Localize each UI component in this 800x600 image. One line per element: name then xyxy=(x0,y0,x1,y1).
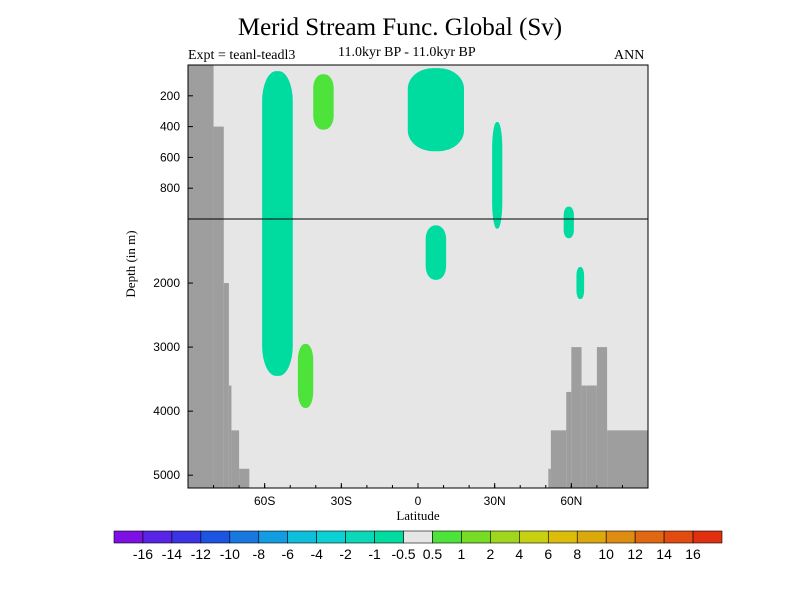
colorbar-swatch xyxy=(200,530,231,544)
land-antarctic xyxy=(239,468,250,488)
land-antarctic xyxy=(213,126,224,488)
colorbar-swatch xyxy=(576,530,607,544)
y-tick-label: 4000 xyxy=(153,404,180,418)
colorbar-swatch xyxy=(432,530,462,544)
anomaly-region xyxy=(425,225,447,280)
colorbar-label: 14 xyxy=(656,546,672,562)
colorbar-label: -10 xyxy=(220,546,240,562)
colorbar-label: -14 xyxy=(162,546,182,562)
anomaly-region xyxy=(492,121,503,229)
colorbar-swatch xyxy=(171,530,202,544)
colorbar-swatch xyxy=(345,530,375,544)
colorbar-swatch xyxy=(490,530,520,544)
colorbar-swatch xyxy=(287,530,317,544)
colorbar-label: 4 xyxy=(515,546,523,562)
x-tick-label: 30S xyxy=(331,494,352,508)
period-label: 11.0kyr BP - 11.0kyr BP xyxy=(338,45,476,60)
colorbar-swatch xyxy=(258,530,289,544)
colorbar-label: 0.5 xyxy=(423,546,443,562)
x-tick-label: 60N xyxy=(560,494,582,508)
y-tick-label: 400 xyxy=(160,120,180,134)
land-antarctic xyxy=(228,385,232,488)
x-tick-label: 60S xyxy=(254,494,275,508)
colorbar-swatch xyxy=(113,530,144,544)
colorbar-swatch xyxy=(229,530,260,544)
colorbar-label: -2 xyxy=(339,546,352,562)
anomaly-region xyxy=(563,206,574,239)
anomaly-region xyxy=(313,74,334,130)
land-arctic xyxy=(607,430,648,488)
chart-title: Merid Stream Func. Global (Sv) xyxy=(237,14,563,41)
colorbar-label: 2 xyxy=(486,546,494,562)
colorbar-label: -0.5 xyxy=(391,546,415,562)
colorbar-label: -4 xyxy=(310,546,323,562)
colorbar-label: -16 xyxy=(133,546,153,562)
x-axis-label: Latitude xyxy=(396,508,440,523)
colorbar-label: 16 xyxy=(685,546,701,562)
land-arctic xyxy=(571,347,582,488)
x-tick-label: 30N xyxy=(484,494,506,508)
anomaly-region xyxy=(297,343,314,408)
colorbar-label: -12 xyxy=(191,546,211,562)
colorbar-swatch xyxy=(374,530,404,544)
y-tick-label: 5000 xyxy=(153,468,180,482)
anomaly-region xyxy=(262,71,293,376)
colorbar-swatch xyxy=(634,530,665,544)
land-antarctic xyxy=(223,283,229,488)
y-tick-label: 600 xyxy=(160,150,180,164)
colorbar-swatch xyxy=(403,530,433,544)
colorbar-swatch xyxy=(142,530,173,544)
colorbar-swatch xyxy=(605,530,636,544)
land-arctic xyxy=(548,468,551,488)
land-arctic xyxy=(581,385,587,488)
colorbar-swatch xyxy=(663,530,694,544)
y-tick-label: 3000 xyxy=(153,340,180,354)
land-antarctic xyxy=(188,65,214,488)
land-antarctic xyxy=(231,430,240,488)
land-arctic xyxy=(550,430,567,488)
y-tick-label: 200 xyxy=(160,89,180,103)
colorbar-swatch xyxy=(519,530,549,544)
land-arctic xyxy=(596,347,608,488)
colorbar-label: 6 xyxy=(544,546,552,562)
colorbar-swatch xyxy=(316,530,346,544)
colorbar-label: -6 xyxy=(281,546,294,562)
colorbar-swatch xyxy=(692,530,723,544)
colorbar-label: -8 xyxy=(253,546,266,562)
y-tick-label: 800 xyxy=(160,181,180,195)
colorbar-swatch xyxy=(461,530,491,544)
colorbar-label: 8 xyxy=(573,546,581,562)
land-arctic xyxy=(586,385,597,488)
x-tick-label: 0 xyxy=(415,494,422,508)
experiment-label: Expt = teanl-teadl3 xyxy=(188,48,296,63)
land-arctic xyxy=(566,391,572,488)
colorbar-label: 1 xyxy=(458,546,466,562)
colorbar-label: -1 xyxy=(368,546,381,562)
anomaly-region xyxy=(407,68,464,152)
season-label: ANN xyxy=(614,48,645,63)
colorbar-label: 12 xyxy=(627,546,643,562)
colorbar-label: 10 xyxy=(598,546,614,562)
y-tick-label: 2000 xyxy=(153,276,180,290)
colorbar-swatch xyxy=(547,530,578,544)
anomaly-region xyxy=(576,267,585,300)
